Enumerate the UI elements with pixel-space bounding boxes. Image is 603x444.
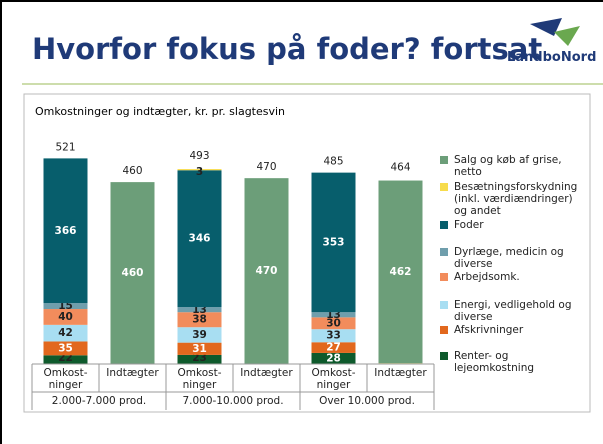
total-label: 485 — [323, 156, 343, 168]
total-label: 470 — [256, 161, 276, 173]
legend-swatch — [440, 301, 448, 309]
segment-label: 353 — [323, 236, 345, 248]
bar-segment — [43, 355, 88, 364]
legend-label: Afskrivninger — [454, 324, 524, 336]
x-tick-label: Indtægter — [106, 367, 159, 379]
group-label: 2.000-7.000 prod. — [51, 395, 147, 407]
bar-segment — [311, 329, 356, 343]
bar-segment — [177, 169, 222, 171]
segment-label: 460 — [122, 267, 144, 279]
x-tick-label: Indtægter — [240, 367, 293, 379]
bar-segment — [177, 170, 222, 308]
segment-label: 30 — [326, 317, 341, 329]
bar-segment — [110, 182, 155, 364]
x-tick-label: Omkost-ninger — [177, 367, 222, 391]
legend-swatch — [440, 326, 448, 334]
segment-label: 28 — [326, 352, 341, 364]
x-tick-label: Indtægter — [374, 367, 427, 379]
legend-label: Salg og køb af grise, netto — [454, 154, 562, 178]
bar-segment — [177, 312, 222, 328]
segment-label: 40 — [58, 311, 73, 323]
bar-segment — [177, 354, 222, 364]
segment-label: 462 — [390, 266, 412, 278]
segment-label: 38 — [192, 314, 207, 326]
segment-label: 27 — [326, 342, 341, 354]
legend-swatch — [440, 273, 448, 281]
legend-label: Dyrlæge, medicin og diverse — [454, 246, 564, 270]
bar-segment — [177, 342, 222, 355]
bar-segment — [311, 312, 356, 318]
bar-segment — [43, 158, 88, 304]
legend-label: Arbejdsomk. — [454, 271, 520, 283]
segment-label: 470 — [256, 265, 278, 277]
x-tick-label: Omkost-ninger — [43, 367, 88, 391]
legend-label: Besætningsforskydning (inkl. værdiændrin… — [454, 181, 578, 217]
legend-label: Foder — [454, 219, 484, 231]
logo-icon — [530, 18, 580, 46]
x-tick-label: Omkost-ninger — [311, 367, 356, 391]
legend-label: Energi, vedligehold og diverse — [454, 299, 572, 323]
bar-segment — [43, 309, 88, 325]
segment-label: 35 — [58, 342, 73, 354]
bar-segment — [311, 352, 356, 364]
legend-swatch — [440, 248, 448, 256]
chart-frame — [23, 93, 591, 413]
total-label: 521 — [55, 141, 75, 153]
total-label: 493 — [189, 150, 209, 162]
total-label: 460 — [122, 165, 142, 177]
bar-segment — [43, 303, 88, 310]
segment-label: 3 — [196, 166, 203, 178]
segment-label: 366 — [55, 225, 77, 237]
segment-label: 346 — [189, 233, 211, 245]
bar-segment — [177, 327, 222, 343]
bar-segment — [311, 317, 356, 330]
legend-swatch — [440, 352, 448, 360]
chart-title: Omkostninger og indtægter, kr. pr. slagt… — [35, 105, 285, 118]
legend-label: Renter- og lejeomkostning — [454, 350, 535, 374]
legend-swatch — [440, 183, 448, 191]
slide-title: Hvorfor fokus på foder? fortsat — [32, 32, 543, 66]
total-label: 464 — [390, 162, 410, 174]
segment-label: 23 — [192, 352, 207, 364]
legend-swatch — [440, 221, 448, 229]
segment-label: 33 — [326, 330, 341, 342]
segment-label: 31 — [192, 343, 207, 355]
segment-label: 42 — [58, 327, 73, 339]
bar-segment — [311, 172, 356, 313]
bar-segment — [378, 180, 423, 364]
logo: LandboNord — [507, 50, 597, 65]
bar-segment — [244, 178, 289, 364]
group-label: Over 10.000 prod. — [319, 395, 415, 407]
bar-segment — [311, 342, 356, 353]
legend-swatch — [440, 156, 448, 164]
bar-segment — [43, 324, 88, 342]
bar-segment — [177, 307, 222, 313]
bar-segment — [43, 341, 88, 356]
group-label: 7.000-10.000 prod. — [182, 395, 284, 407]
segment-label: 39 — [192, 329, 207, 341]
